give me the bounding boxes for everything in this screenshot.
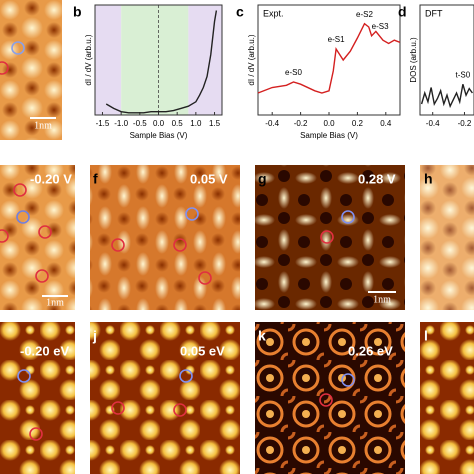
x-tick-label: -1.5 — [96, 119, 110, 128]
marker — [319, 393, 333, 407]
marker — [198, 271, 212, 285]
marker — [179, 369, 193, 383]
image-j — [90, 322, 240, 474]
marker — [341, 210, 355, 224]
x-tick-label: -0.5 — [133, 119, 147, 128]
shaded-region — [121, 5, 189, 115]
x-tick-label: 0.5 — [172, 119, 184, 128]
energy-label: 0.26 eV — [348, 343, 393, 358]
marker — [173, 403, 187, 417]
x-tick-label: -0.2 — [294, 119, 308, 128]
image-f — [90, 165, 240, 310]
scale-text: 1nm — [373, 294, 391, 305]
marker — [111, 238, 125, 252]
x-tick-label: -0.4 — [265, 119, 279, 128]
marker — [35, 269, 49, 283]
chart-title: Expt. — [263, 8, 284, 18]
shaded-region — [188, 5, 222, 115]
panel-label: j — [92, 328, 97, 344]
annotation: e-S3 — [372, 22, 389, 31]
marker — [11, 41, 25, 55]
energy-label: 0.05 eV — [180, 343, 225, 358]
x-tick-label: 0.4 — [380, 119, 392, 128]
x-tick-label: -0.4 — [426, 119, 440, 128]
y-axis-label: DOS (arb.u.) — [409, 37, 418, 83]
series-line — [420, 84, 473, 109]
image-e — [0, 165, 75, 310]
image-k — [255, 322, 405, 474]
annotation: e-S2 — [356, 10, 373, 19]
energy-label: 0.05 V — [190, 171, 228, 186]
x-tick-label: 1.0 — [190, 119, 202, 128]
marker — [341, 373, 355, 387]
series-line — [257, 22, 401, 94]
image-a — [0, 0, 62, 140]
y-axis-label: dI / dV (arb.u.) — [247, 34, 256, 85]
panel-label: f — [93, 171, 98, 187]
energy-label: -0.20 V — [30, 171, 72, 186]
x-tick-label: 0.0 — [153, 119, 165, 128]
x-tick-label: 1.5 — [209, 119, 221, 128]
x-tick-label: 0.2 — [352, 119, 364, 128]
marker — [111, 401, 125, 415]
marker — [185, 207, 199, 221]
panel-label: d — [398, 4, 407, 20]
marker — [38, 225, 52, 239]
energy-label: -0.20 eV — [20, 343, 69, 358]
annotation: e-S0 — [285, 68, 302, 77]
image-i — [0, 322, 75, 474]
annotation: e-S1 — [328, 35, 345, 44]
marker — [16, 210, 30, 224]
image-g — [255, 165, 405, 310]
image-l — [420, 322, 474, 474]
x-tick-label: -1.0 — [114, 119, 128, 128]
marker — [173, 238, 187, 252]
panel-label: h — [424, 171, 433, 187]
marker — [17, 369, 31, 383]
x-tick-label: 0.0 — [323, 119, 335, 128]
y-axis-label: dI / dV (arb.u.) — [84, 34, 93, 85]
marker — [320, 230, 334, 244]
panel-label: g — [258, 171, 267, 187]
scale-text: 1nm — [34, 120, 52, 131]
x-axis-label: Sample Bias (V) — [130, 131, 188, 140]
shaded-region — [95, 5, 122, 115]
panel-label: l — [424, 328, 428, 344]
panel-label: b — [73, 4, 82, 20]
energy-label: 0.28 V — [358, 171, 396, 186]
x-axis-label: Sample Bias (V) — [300, 131, 358, 140]
annotation: t-S0 — [456, 70, 471, 79]
marker — [0, 229, 9, 243]
panel-label: k — [258, 328, 266, 344]
x-tick-label: -0.2 — [458, 119, 472, 128]
plot-frame — [419, 4, 474, 116]
image-h — [420, 165, 474, 310]
chart-title: DFT — [425, 8, 443, 18]
series-line — [105, 10, 218, 114]
panel-label: c — [236, 4, 244, 20]
marker — [0, 61, 9, 75]
marker — [29, 427, 43, 441]
marker — [13, 183, 27, 197]
scale-text: 1nm — [46, 297, 64, 308]
